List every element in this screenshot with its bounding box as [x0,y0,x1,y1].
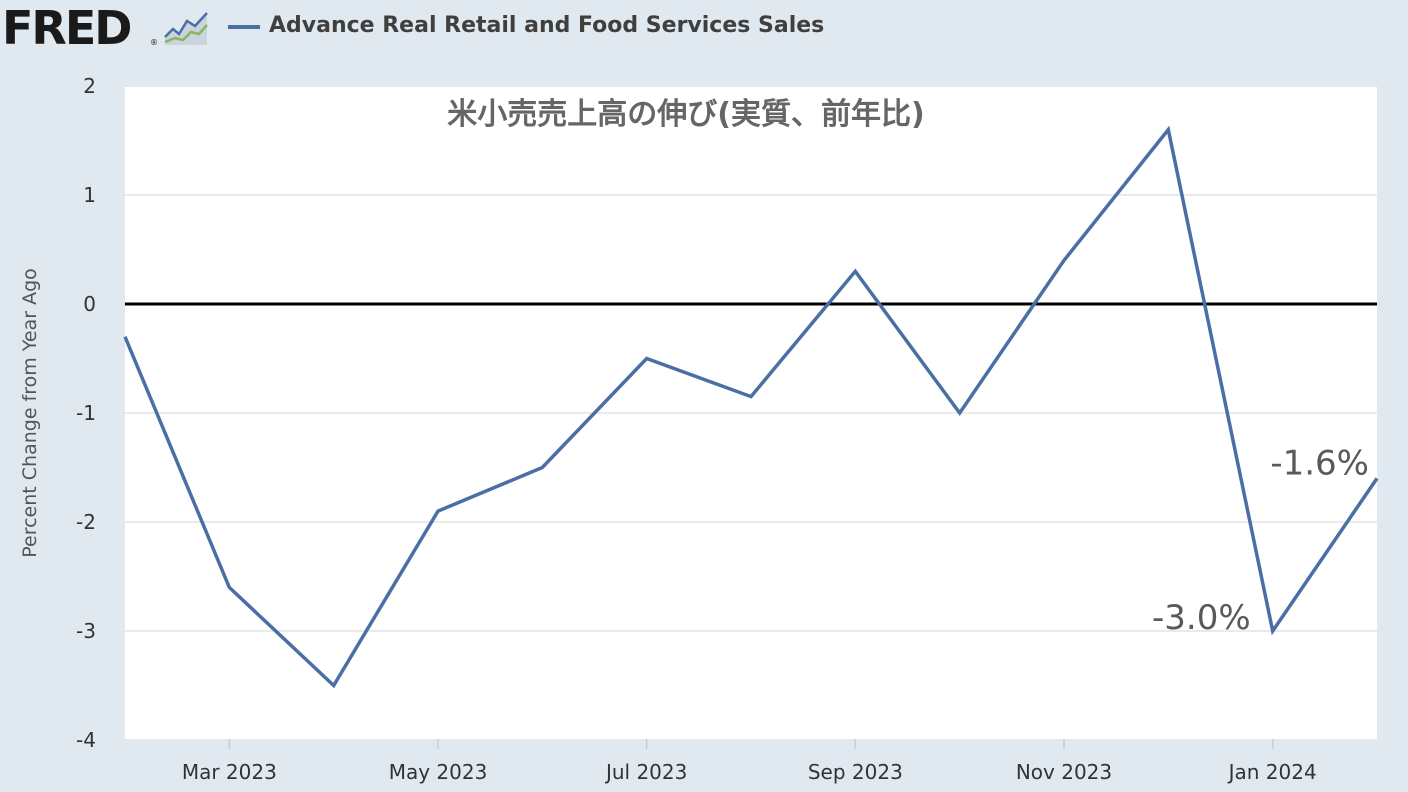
y-axis-label: Percent Change from Year Ago [19,268,41,558]
fred-logo-registered-mark: ® [150,38,158,47]
annotations: -3.0% -1.6% [1152,443,1369,638]
series-group [121,125,1381,690]
data-point[interactable] [538,464,546,472]
legend-series-label[interactable]: Advance Real Retail and Food Services Sa… [269,13,825,38]
data-point[interactable] [956,409,964,417]
chart-header: FRED ® Advance Real Retail and Food Serv… [0,0,1408,60]
y-tick-label: -4 [76,728,96,752]
data-label: -3.0% [1152,598,1251,638]
data-point[interactable] [1164,126,1172,134]
series-line[interactable] [123,125,1379,689]
data-point[interactable] [747,393,755,401]
data-point[interactable] [643,355,651,363]
data-point[interactable] [1373,474,1381,482]
fred-logo[interactable]: FRED [2,1,132,55]
data-point[interactable] [1060,256,1068,264]
data-label: -1.6% [1270,443,1369,483]
y-axis-ticks: 2 1 0 -1 -2 -3 -4 [76,74,96,752]
x-tick-label: Sep 2023 [808,760,903,784]
y-tick-label: 0 [83,292,96,316]
x-tick-label: Jan 2024 [1227,760,1317,784]
chart-title: 米小売売上高の伸び(実質、前年比) [447,97,924,132]
x-axis-ticks: Mar 2023 May 2023 Jul 2023 Sep 2023 Nov 2023… [182,739,1317,784]
data-point[interactable] [330,682,338,690]
data-point[interactable] [434,507,442,515]
y-tick-label: -2 [76,510,96,534]
y-tick-label: -1 [76,401,96,425]
data-point[interactable] [225,583,233,591]
data-point[interactable] [121,333,129,341]
gridlines [125,194,1377,632]
fred-graph-icon [163,7,209,47]
data-point[interactable] [1269,627,1277,635]
x-tick-label: Nov 2023 [1016,760,1112,784]
y-tick-label: 2 [83,74,96,98]
x-tick-label: May 2023 [389,760,488,784]
data-point[interactable] [851,267,859,275]
legend-series-swatch [228,25,260,29]
y-tick-label: 1 [83,183,96,207]
x-tick-label: Mar 2023 [182,760,277,784]
y-tick-label: -3 [76,619,96,643]
x-tick-label: Jul 2023 [604,760,687,784]
